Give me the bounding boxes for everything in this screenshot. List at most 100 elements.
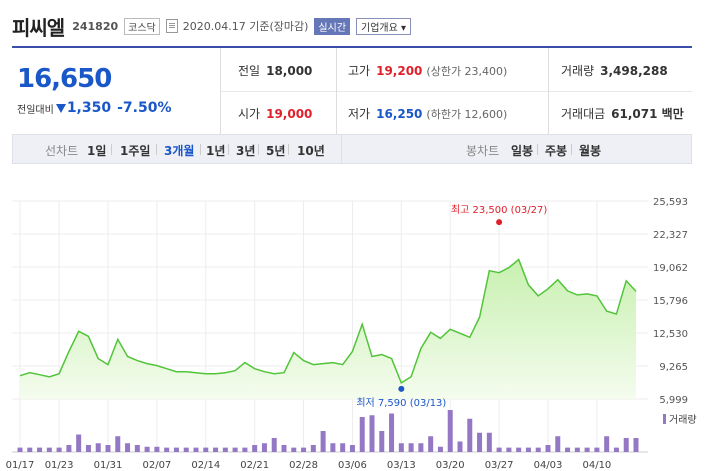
volume-bar [252,445,258,452]
volume-bar [203,447,209,452]
volume-bar [418,443,424,452]
y-tick-label: 15,796 [653,296,688,307]
current-price-panel: 16,650 전일대비 1,350 -7.50% [12,48,221,134]
volume-bar [555,436,561,452]
diff-label: 전일대비 [17,104,54,116]
volume-bar [359,417,365,452]
amount-value: 61,071 백만 [611,107,684,121]
high-marker [496,219,503,226]
price-change-rate: -7.50% [117,100,172,116]
x-tick-label: 02/21 [240,460,269,471]
volume-bar [105,445,111,452]
tab-separator [258,144,259,155]
x-tick-label: 03/13 [387,460,416,471]
x-tick-label: 03/20 [436,460,465,471]
tab-bar-divider [341,135,342,163]
volume-bar [389,413,395,452]
document-icon [165,19,178,33]
tab-1year[interactable]: 1년 [206,144,226,158]
low-label: 최저 7,590 (03/13) [356,397,446,409]
y-tick-label: 19,062 [653,263,688,274]
volume-bar [222,447,228,452]
volume-bar [369,415,375,452]
row-divider [220,91,692,92]
x-tick-label: 01/17 [6,460,35,471]
volume-bar [535,447,541,452]
tab-monthly[interactable]: 월봉 [579,144,602,158]
amount-label: 거래대금 [561,107,606,121]
tab-separator [288,144,289,155]
high-price: 고가 19,200 (상한가 23,400) [348,62,507,79]
tab-10year[interactable]: 10년 [297,144,325,158]
realtime-button[interactable]: 실시간 [314,17,351,35]
volume-bar [525,447,531,452]
volume-bar [623,438,629,452]
tab-separator [111,144,112,155]
volume-bar [594,447,600,452]
column-divider [336,48,337,134]
tab-daily[interactable]: 일봉 [511,144,534,158]
volume-bar [584,447,590,452]
tab-3year[interactable]: 3년 [236,144,256,158]
volume-bar [173,447,179,452]
tab-separator [200,144,201,155]
tab-1day[interactable]: 1일 [87,144,107,158]
volume-bar [408,443,414,452]
volume-bar [271,438,277,452]
tab-separator [537,144,538,155]
volume-bar [213,447,219,452]
volume-bar [281,445,287,452]
tab-1week[interactable]: 1주일 [120,144,151,158]
volume-bar [134,445,140,452]
y-tick-label: 9,265 [659,362,688,373]
volume-bar [565,447,571,452]
volume-bar [164,447,170,452]
volume-bar [349,445,355,452]
tab-5year[interactable]: 5년 [266,144,286,158]
tab-separator [228,144,229,155]
prev-close: 전일 18,000 [238,62,312,79]
price-area [20,259,636,399]
low-value: 16,250 [376,107,423,121]
x-tick-label: 03/06 [338,460,367,471]
volume-bar [27,447,33,452]
volume-bar [516,447,522,452]
volume-bar [76,434,82,452]
volume-value: 3,498,288 [600,64,668,78]
price-summary: 16,650 전일대비 1,350 -7.50% 전일 18,000 고가 19,2… [12,46,692,135]
stock-title-row: 피씨엘 241820 코스닥 2020.04.17 기준(장마감) 실시간 기업… [12,14,412,40]
price-line [19,258,637,385]
volume-bar [477,432,483,452]
volume-bar [301,447,307,452]
price-change-row: 전일대비 1,350 -7.50% [17,100,172,116]
high-value: 19,200 [376,64,423,78]
company-overview-button[interactable]: 기업개요 ▾ [356,17,412,35]
volume-bar [232,447,238,452]
volume-bar [115,436,121,452]
volume-bar [379,431,385,452]
volume-legend-swatch [663,414,666,424]
volume-bar [125,443,131,452]
volume-bar [467,418,473,452]
y-tick-label: 12,530 [653,329,688,340]
volume-bar [261,443,267,452]
low-price: 저가 16,250 (하한가 12,600) [348,105,507,122]
volume-bar [447,410,453,452]
volume-bar [330,443,336,452]
market-badge: 코스닥 [124,17,160,35]
volume-bar [613,447,619,452]
volume-bar [154,446,160,452]
tab-weekly[interactable]: 주봉 [545,144,568,158]
volume-bar [604,436,610,452]
volume-bar [193,447,199,452]
volume-bar [310,445,316,452]
company-overview-label: 기업개요 [361,22,398,34]
stock-name: 피씨엘 [12,15,65,40]
down-arrow-icon [55,103,66,113]
tab-3month[interactable]: 3개월 [164,144,195,158]
x-tick-label: 03/27 [485,460,514,471]
volume-legend: 거래량 [669,414,697,426]
volume-bar [457,441,463,452]
prev-close-value: 18,000 [266,64,313,78]
